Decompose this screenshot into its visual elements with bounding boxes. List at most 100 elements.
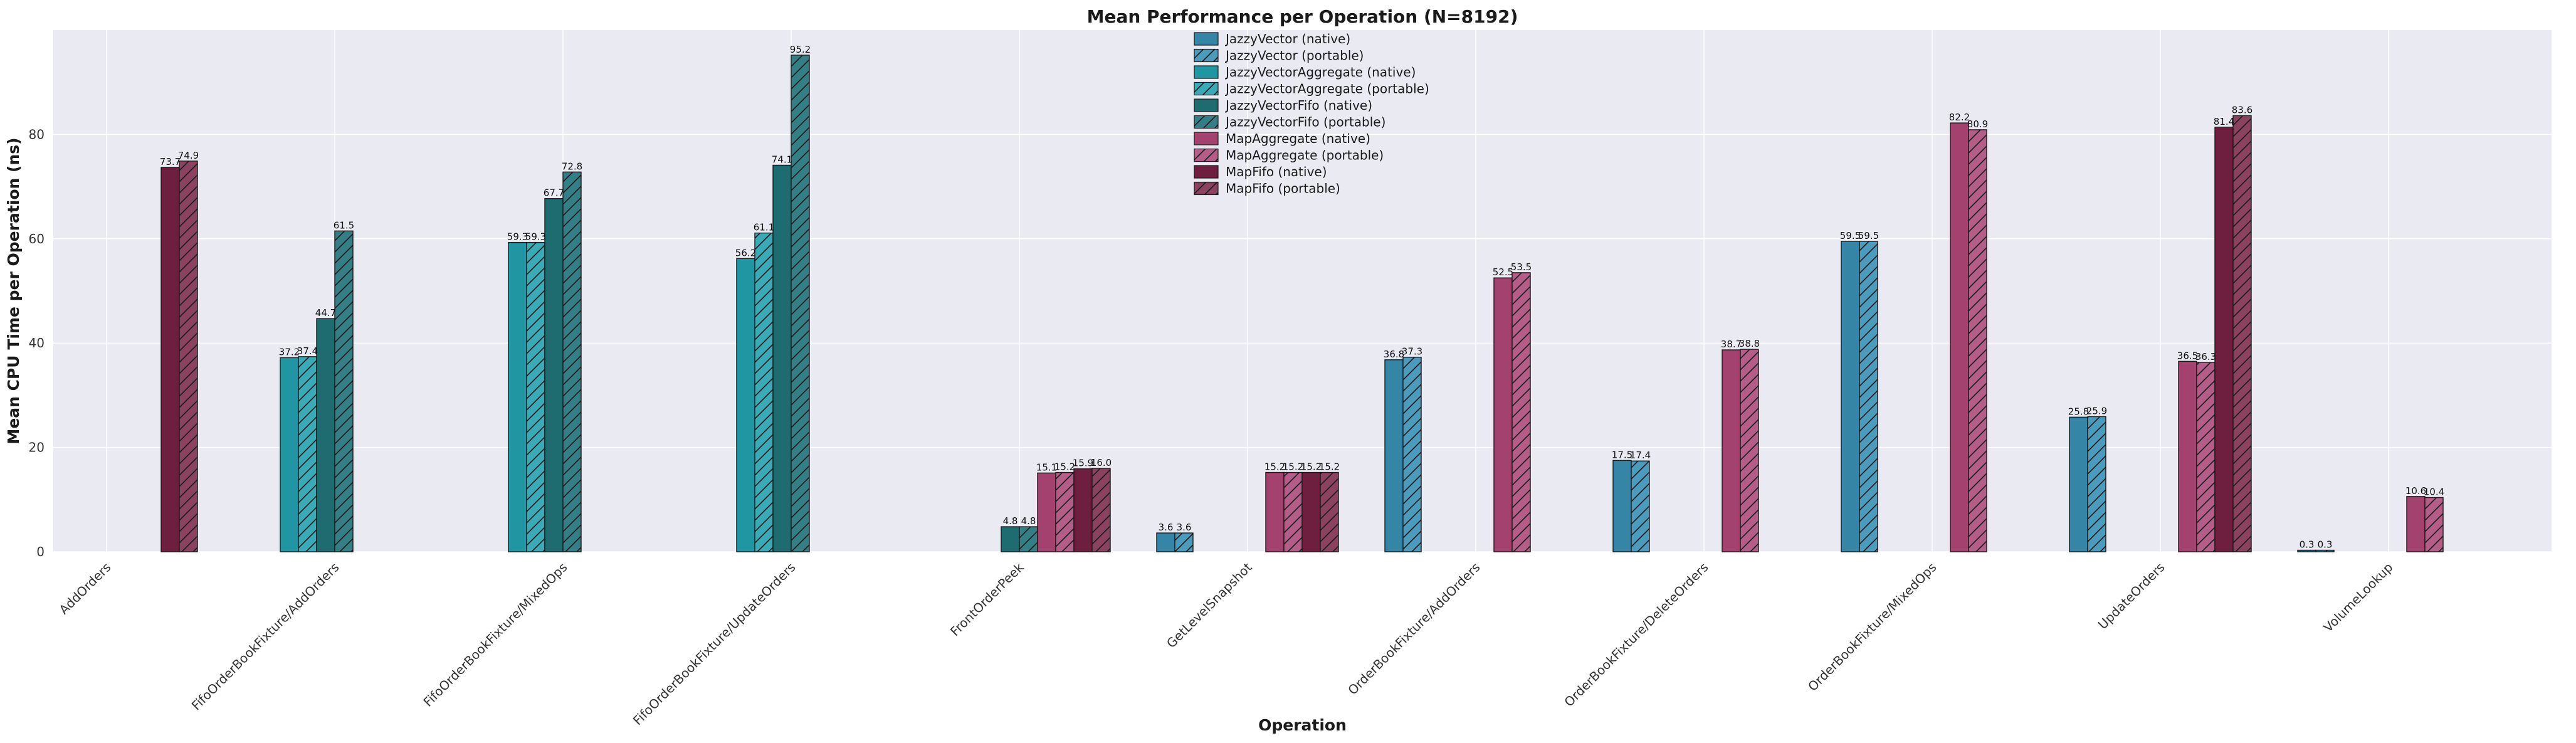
data-label: 72.8 (562, 161, 582, 172)
bar-hatch (527, 242, 545, 552)
x-tick-label: FifoOrderBookFixture/UpdateOrders (630, 560, 799, 729)
legend-swatch-hatch (1194, 149, 1218, 162)
data-label: 38.7 (1721, 339, 1742, 350)
bar (280, 357, 299, 552)
bar-hatch (755, 233, 773, 552)
data-label: 59.3 (525, 231, 546, 243)
data-label: 3.6 (1177, 522, 1192, 533)
bar-hatch (2316, 550, 2334, 552)
x-tick-label: GetLevelSnapshot (1164, 559, 1255, 651)
data-label: 25.9 (2086, 406, 2107, 417)
legend-swatch-hatch (1194, 49, 1218, 62)
data-label: 17.5 (1612, 449, 1632, 460)
bar-hatch (791, 55, 809, 552)
data-label: 73.7 (160, 156, 181, 167)
bar-hatch (2233, 115, 2251, 552)
bar (2406, 496, 2426, 552)
bar (2297, 549, 2316, 552)
data-label: 95.2 (790, 44, 811, 55)
data-label: 59.5 (1840, 230, 1861, 241)
data-label: 4.8 (1021, 515, 1036, 527)
plot-area (53, 30, 2552, 552)
bar-hatch (1403, 357, 1421, 552)
bar (1265, 472, 1285, 552)
bar-hatch (1284, 472, 1302, 552)
data-label: 15.2 (1054, 461, 1075, 473)
legend-entry: JazzyVectorFifo (portable) (1224, 115, 1385, 130)
legend-entry: JazzyVector (portable) (1224, 48, 1364, 63)
bar-hatch (1740, 349, 1759, 552)
bar-hatch (1859, 241, 1878, 552)
data-label: 38.8 (1739, 338, 1760, 349)
legend-swatch-hatch (1194, 115, 1218, 129)
bar (1493, 277, 1513, 552)
legend-swatch (1194, 98, 1219, 112)
legend-entry: JazzyVectorFifo (native) (1224, 98, 1372, 113)
data-label: 4.8 (1003, 515, 1018, 527)
legend-entry: JazzyVector (native) (1224, 31, 1350, 46)
legend-swatch (1194, 65, 1219, 79)
legend-swatch (1194, 165, 1219, 179)
x-tick-label: FifoOrderBookFixture/MixedOps (420, 560, 570, 710)
bar-hatch (298, 356, 317, 552)
data-label: 10.4 (2424, 486, 2444, 497)
legend-entry: JazzyVectorAggregate (native) (1224, 65, 1416, 80)
data-label: 25.8 (2068, 406, 2089, 417)
data-label: 81.4 (2214, 116, 2234, 127)
legend: JazzyVector (native) JazzyVector (portabl… (1194, 31, 1429, 196)
legend-entry: MapAggregate (native) (1226, 131, 1370, 146)
data-label: 15.9 (1073, 458, 1093, 469)
data-label: 15.2 (1283, 461, 1303, 473)
bar (2214, 127, 2234, 552)
y-tick-label: 40 (29, 335, 45, 350)
data-label: 61.5 (334, 219, 354, 231)
bar (1950, 122, 1969, 552)
x-tick-label: OrderBookFixture/MixedOps (1805, 560, 1939, 694)
data-label: 36.5 (2177, 350, 2198, 361)
data-label: 53.5 (1511, 261, 1532, 273)
bar (508, 241, 527, 552)
bar (1384, 359, 1404, 552)
bar-hatch (1512, 272, 1530, 552)
x-tick-label: VolumeLookup (2320, 560, 2395, 635)
legend-swatch-hatch (1194, 82, 1218, 95)
data-label: 3.6 (1159, 522, 1174, 533)
bar (1841, 241, 1860, 552)
y-tick-label: 60 (29, 231, 45, 246)
bar-hatch (1175, 533, 1193, 552)
data-label: 61.1 (754, 222, 774, 233)
data-label: 82.2 (1949, 112, 1970, 123)
bar (772, 164, 792, 552)
bar-hatch (563, 172, 581, 552)
bar-hatch (179, 161, 197, 552)
bars (160, 55, 2444, 552)
bar-hatch (2197, 362, 2215, 552)
bar (1001, 526, 1020, 552)
bar-hatch (1631, 461, 1649, 552)
bar-hatch (335, 231, 353, 552)
data-labels: 3.6 36.8 17.5 59.5 25.8 0.3 3.6 37.3 17.4 59.5 25.… (160, 44, 2444, 551)
x-axis-label: Operation (1258, 716, 1347, 734)
x-tick-label: OrderBookFixture/DeleteOrders (1561, 560, 1711, 710)
data-label: 52.5 (1493, 266, 1513, 278)
bar-hatch (1320, 472, 1338, 552)
data-label: 44.7 (315, 307, 336, 319)
data-label: 74.9 (178, 150, 199, 161)
data-label: 83.6 (2232, 104, 2253, 115)
data-label: 37.3 (1402, 346, 1422, 357)
bar (1722, 349, 1741, 552)
bar-hatch (2425, 497, 2443, 552)
data-label: 59.3 (507, 231, 528, 243)
bar (1037, 472, 1056, 552)
bar (1612, 460, 1632, 552)
chart-title: Mean Performance per Operation (N=8192) (1087, 6, 1518, 27)
data-label: 15.1 (1036, 461, 1057, 473)
data-label: 80.9 (1967, 119, 1988, 130)
bar (736, 258, 755, 552)
data-label: 59.5 (1858, 230, 1879, 241)
legend-swatch (1194, 132, 1219, 145)
data-label: 0.3 (2300, 539, 2315, 551)
legend-swatch (1194, 32, 1219, 46)
y-axis-label: Mean CPU Time per Operation (ns) (4, 137, 23, 444)
